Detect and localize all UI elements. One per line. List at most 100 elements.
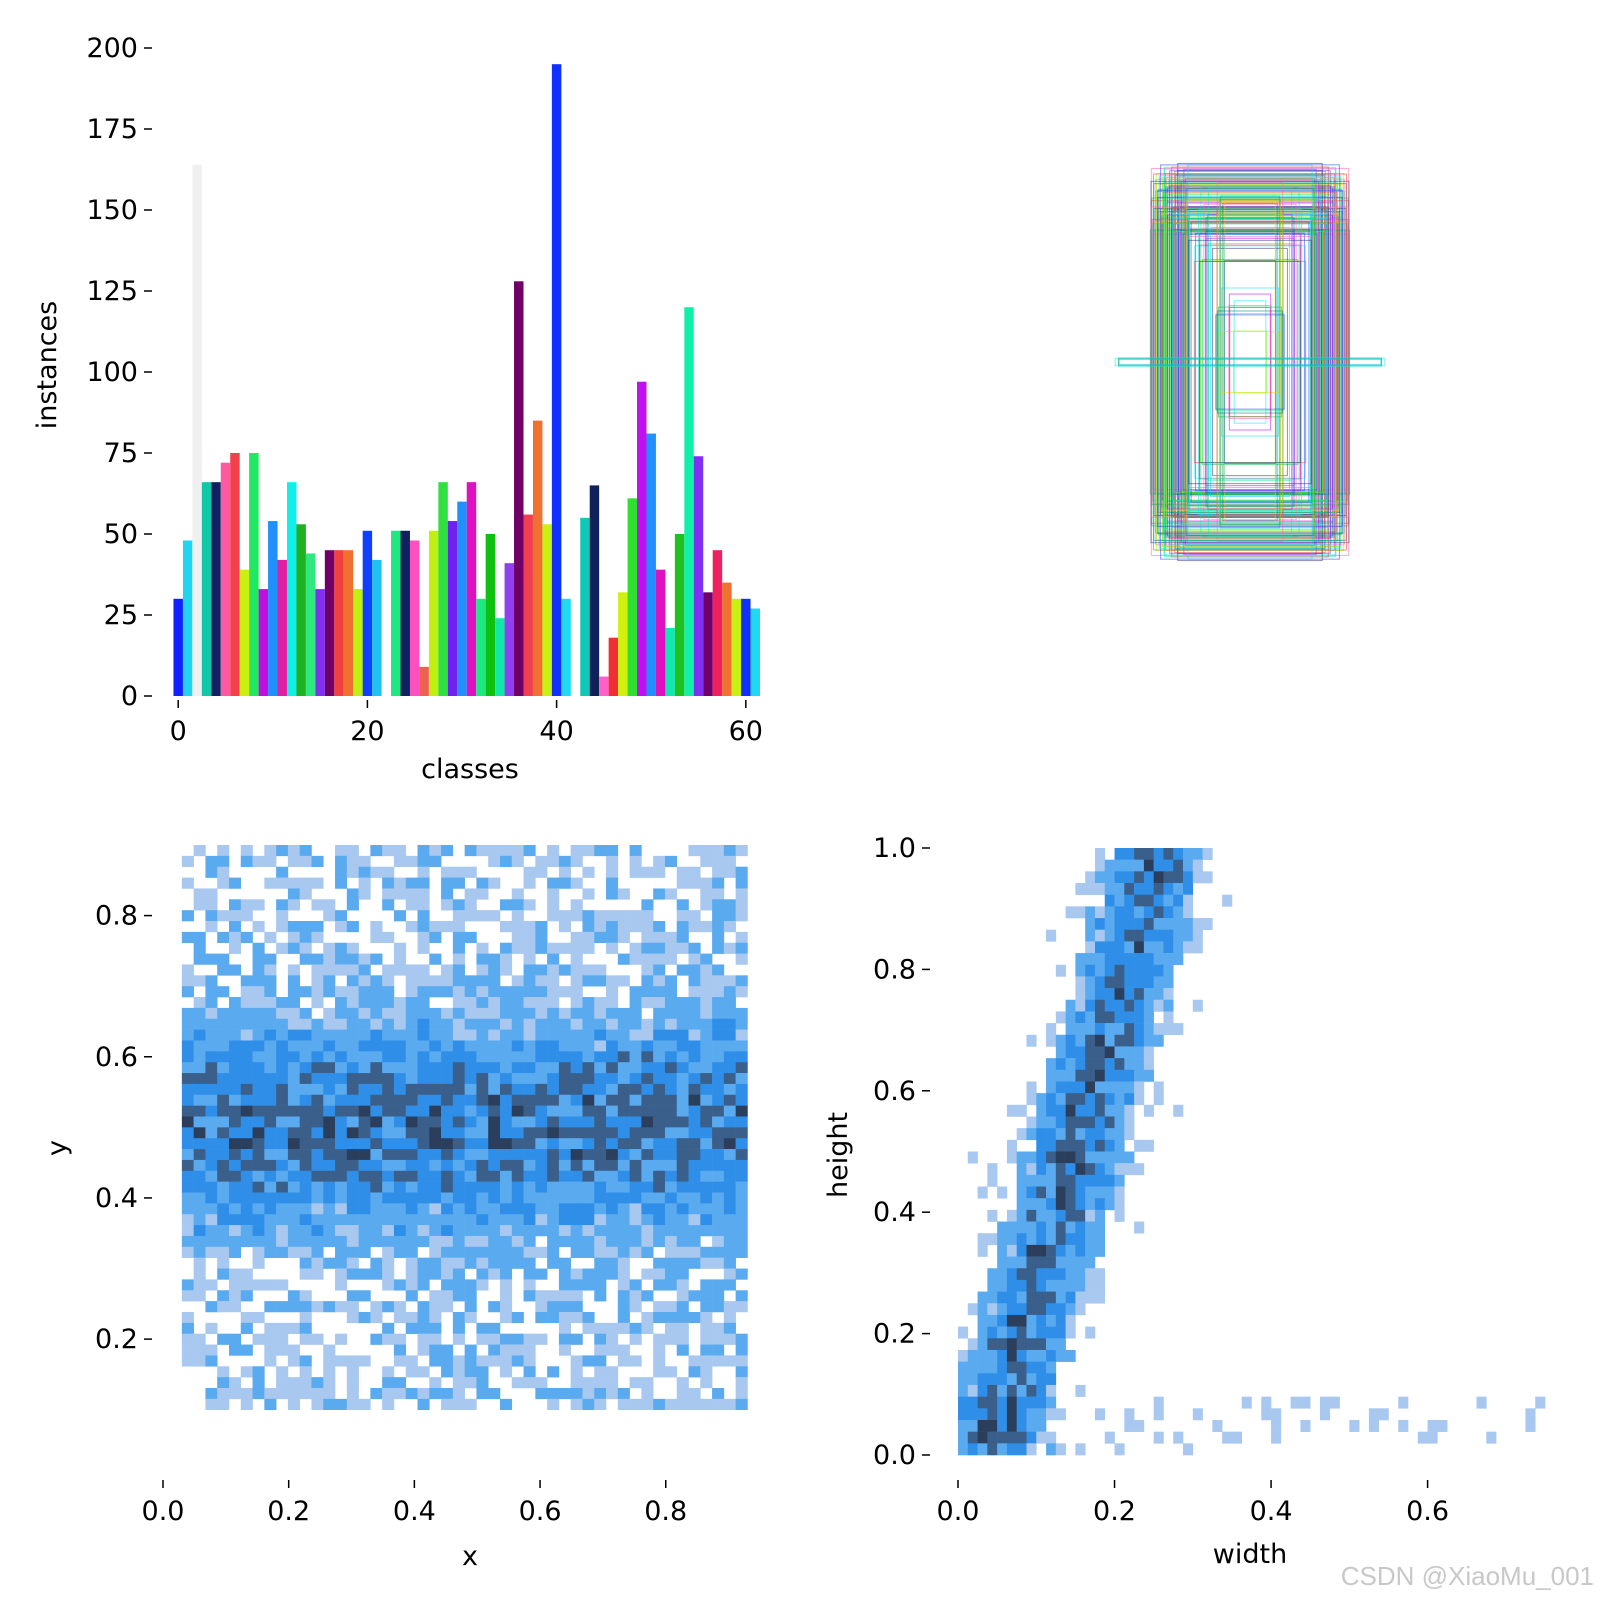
heat-cell bbox=[653, 975, 666, 987]
heat-cell bbox=[688, 986, 701, 998]
heat-cell bbox=[1104, 1163, 1115, 1176]
heat-cell bbox=[252, 1083, 265, 1096]
heat-cell bbox=[688, 1311, 701, 1324]
heat-cell bbox=[323, 1366, 336, 1378]
heat-cell bbox=[181, 1062, 194, 1074]
heat-cell bbox=[228, 1116, 242, 1128]
heat-cell bbox=[264, 1083, 277, 1096]
heat-cell bbox=[987, 1443, 998, 1456]
heat-cell bbox=[311, 1073, 324, 1085]
heat-cell bbox=[417, 1149, 430, 1161]
heat-cell bbox=[335, 1138, 348, 1150]
heat-cell bbox=[287, 1105, 300, 1117]
heat-cell bbox=[735, 931, 748, 944]
heat-cell bbox=[417, 888, 430, 900]
heat-cell bbox=[252, 1029, 265, 1041]
heat-cell bbox=[594, 1073, 607, 1085]
heat-cell bbox=[547, 953, 560, 965]
heat-cell bbox=[346, 1062, 359, 1074]
heat-cell bbox=[240, 1344, 253, 1356]
heat-cell bbox=[417, 845, 430, 857]
heat-cell bbox=[629, 1246, 642, 1258]
heat-cell bbox=[346, 1301, 359, 1313]
heat-cell bbox=[997, 1396, 1008, 1409]
heat-cell bbox=[252, 1214, 265, 1226]
heat-cell bbox=[358, 1181, 371, 1193]
heat-cell bbox=[723, 1007, 736, 1020]
heat-cell bbox=[252, 1051, 265, 1063]
heat-cell bbox=[441, 1290, 454, 1302]
heat-cell bbox=[1104, 1069, 1115, 1082]
heat-cell bbox=[558, 1301, 571, 1313]
heat-cell bbox=[629, 1040, 642, 1052]
heat-cell bbox=[1036, 1221, 1047, 1234]
heat-cell bbox=[676, 1214, 689, 1226]
heat-cell bbox=[594, 1203, 607, 1215]
heat-cell bbox=[370, 1181, 383, 1193]
heat-cell bbox=[417, 931, 430, 944]
heat-cell bbox=[535, 921, 548, 933]
class-bar bbox=[428, 530, 439, 696]
heat-cell bbox=[1153, 999, 1164, 1012]
heat-cell bbox=[1134, 1069, 1145, 1082]
heat-cell bbox=[1124, 1116, 1135, 1129]
xy-histogram-xtick-label: 0.0 bbox=[142, 1496, 185, 1527]
heat-cell bbox=[688, 975, 701, 987]
heat-cell bbox=[488, 845, 501, 857]
heat-cell bbox=[1055, 1209, 1066, 1222]
heat-cell bbox=[723, 1181, 736, 1193]
heat-cell bbox=[476, 1203, 489, 1215]
heat-cell bbox=[547, 1029, 560, 1041]
heat-cell bbox=[641, 1214, 654, 1226]
heat-cell bbox=[997, 1326, 1008, 1339]
heat-cell bbox=[617, 921, 630, 933]
heat-cell bbox=[382, 1268, 395, 1280]
heat-cell bbox=[1124, 1408, 1135, 1421]
heat-cell bbox=[240, 1051, 253, 1063]
heat-cell bbox=[629, 1007, 642, 1020]
heat-cell bbox=[476, 1268, 489, 1280]
class-histogram-xlabel: classes bbox=[421, 754, 519, 785]
heat-cell bbox=[499, 1203, 513, 1215]
heat-cell bbox=[429, 1062, 442, 1074]
heat-cell bbox=[252, 986, 265, 998]
heat-cell bbox=[712, 1398, 725, 1411]
heat-cell bbox=[1065, 1244, 1076, 1257]
heat-cell bbox=[499, 921, 513, 933]
heat-cell bbox=[664, 953, 678, 965]
heat-cell bbox=[676, 1040, 689, 1052]
heat-cell bbox=[582, 1018, 595, 1030]
heat-cell bbox=[1143, 988, 1154, 1001]
heat-cell bbox=[535, 866, 548, 878]
heat-cell bbox=[405, 1246, 418, 1258]
heat-cell bbox=[664, 1333, 678, 1345]
heat-cell bbox=[1124, 1104, 1135, 1117]
heat-cell bbox=[723, 1094, 736, 1106]
heat-cell bbox=[405, 1355, 418, 1367]
heat-cell bbox=[700, 888, 713, 900]
heat-cell bbox=[335, 855, 348, 868]
heat-cell bbox=[346, 1387, 359, 1400]
heat-cell bbox=[499, 1029, 513, 1041]
heat-cell bbox=[441, 866, 454, 878]
heat-cell bbox=[370, 1387, 383, 1400]
heat-cell bbox=[676, 1279, 689, 1291]
heat-cell bbox=[240, 1127, 253, 1139]
heat-cell bbox=[358, 877, 371, 889]
heat-cell bbox=[299, 1029, 312, 1041]
heat-cell bbox=[688, 1051, 701, 1063]
heat-cell bbox=[452, 1192, 465, 1204]
heat-cell bbox=[264, 1105, 277, 1117]
heat-cell bbox=[1036, 1174, 1047, 1187]
heat-cell bbox=[535, 1105, 548, 1117]
heat-cell bbox=[1065, 1058, 1076, 1071]
heat-cell bbox=[700, 1246, 713, 1258]
box-outline bbox=[1198, 233, 1302, 491]
heat-cell bbox=[1173, 1023, 1184, 1036]
heat-cell bbox=[358, 1290, 371, 1302]
heat-cell bbox=[287, 1062, 300, 1074]
heat-cell bbox=[641, 899, 654, 911]
heat-cell bbox=[205, 1344, 218, 1356]
heat-cell bbox=[1016, 1396, 1027, 1409]
heat-cell bbox=[617, 1170, 630, 1182]
